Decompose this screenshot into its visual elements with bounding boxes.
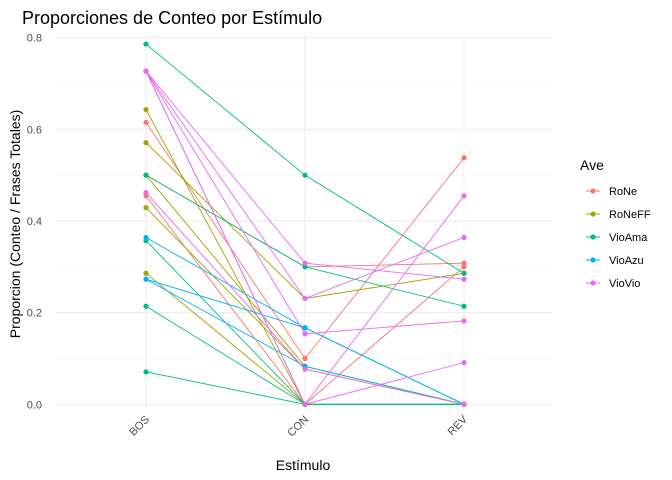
legend-key-point xyxy=(590,188,596,194)
data-point xyxy=(461,360,467,366)
data-point xyxy=(302,366,308,372)
legend-key-point xyxy=(590,211,596,217)
data-point xyxy=(143,276,149,282)
grid xyxy=(56,34,552,408)
data-point xyxy=(143,270,149,276)
data-point xyxy=(302,355,308,362)
legend-entry-label: VioAzu xyxy=(609,255,644,267)
data-point xyxy=(461,270,467,276)
x-axis-title: Estímulo xyxy=(276,457,331,473)
data-point xyxy=(143,205,149,211)
y-tick-label: 0.6 xyxy=(27,124,42,136)
data-point xyxy=(302,172,308,178)
data-point xyxy=(461,234,467,241)
data-point xyxy=(302,260,308,266)
x-tick-label: BOS xyxy=(127,414,152,439)
y-tick-label: 0.2 xyxy=(27,308,42,320)
data-point xyxy=(461,401,467,407)
legend-title: Ave xyxy=(580,157,604,173)
legend-key-point xyxy=(590,257,596,263)
y-axis-title: Proporcion (Conteo / Frases Totales) xyxy=(7,110,23,339)
x-tick-label: REV xyxy=(446,413,471,438)
data-point xyxy=(461,260,467,266)
data-point xyxy=(143,303,149,309)
legend: Ave RoNe RoNeFF VioAma VioAzu VioVio xyxy=(580,157,651,290)
legend-entry-label: RoNe xyxy=(609,186,637,198)
data-point xyxy=(461,318,467,324)
y-tick-label: 0.4 xyxy=(27,216,42,228)
series-points xyxy=(143,41,467,407)
y-axis-ticks: 0.0 0.2 0.4 0.6 0.8 xyxy=(27,33,42,412)
x-tick-label: CON xyxy=(285,414,311,440)
data-point xyxy=(143,68,149,74)
data-point xyxy=(143,41,149,47)
legend-entry-label: VioVio xyxy=(609,278,640,290)
legend-key-point xyxy=(590,234,596,240)
x-axis-ticks: BOS CON REV xyxy=(127,413,470,439)
data-point xyxy=(143,119,149,126)
y-tick-label: 0.0 xyxy=(27,399,42,411)
data-point xyxy=(302,264,308,270)
data-point xyxy=(461,193,467,199)
data-point xyxy=(302,295,308,302)
data-point xyxy=(143,140,149,146)
y-tick-label: 0.8 xyxy=(27,33,42,45)
data-point xyxy=(461,264,467,270)
data-point xyxy=(143,234,149,241)
legend-entry-label: RoNeFF xyxy=(609,209,651,221)
data-point xyxy=(461,155,467,161)
legend-key-point xyxy=(590,280,596,286)
data-point xyxy=(143,172,149,178)
data-point xyxy=(302,325,308,331)
data-point xyxy=(461,303,467,309)
data-point xyxy=(302,401,308,407)
chart-title: Proporciones de Conteo por Estímulo xyxy=(22,8,322,28)
data-point xyxy=(143,189,149,196)
legend-entry-label: VioAma xyxy=(609,232,648,244)
data-point xyxy=(302,331,308,337)
data-point xyxy=(461,276,467,282)
data-point xyxy=(143,369,149,375)
data-point xyxy=(143,107,149,113)
